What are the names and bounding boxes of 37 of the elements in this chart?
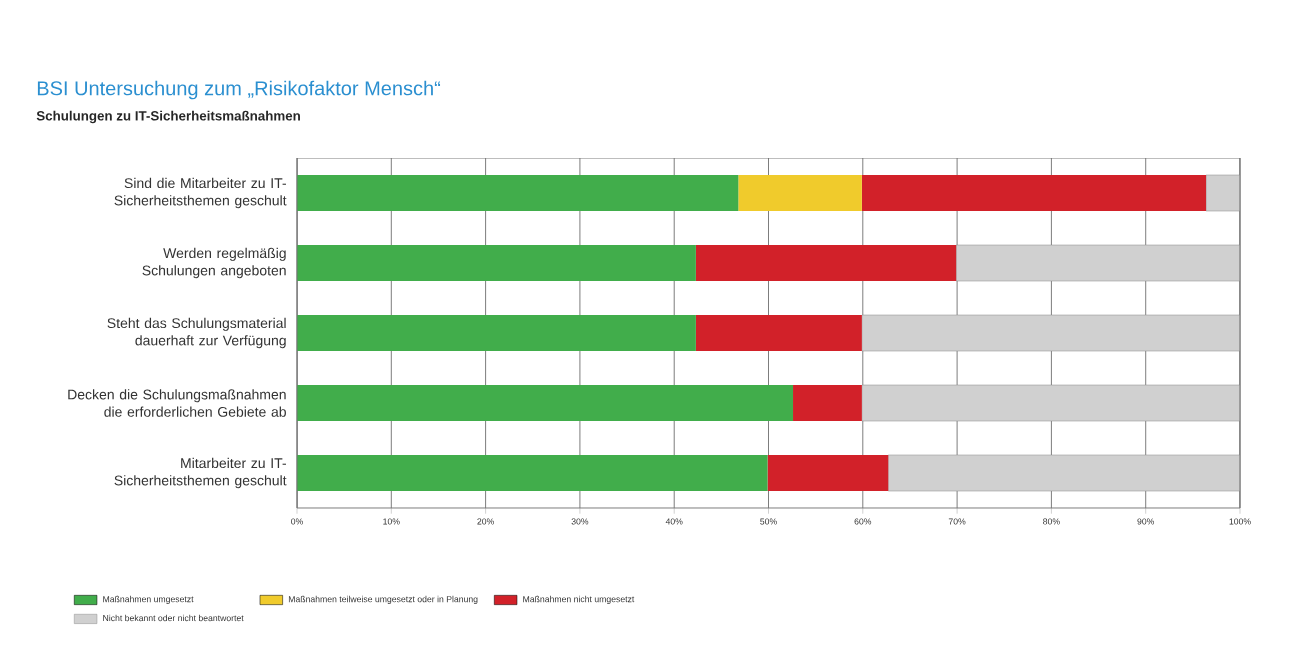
- bar: [297, 245, 696, 281]
- legend-label: Nicht bekannt oder nicht beantwortet: [103, 614, 244, 622]
- legend-label: Maßnahmen umgesetzt: [103, 595, 194, 604]
- legend-label: Maßnahmen teilweise umgesetzt oder in Planung: [288, 595, 478, 604]
- x-tick-label: 30%: [571, 518, 589, 525]
- x-tick-label: 10%: [383, 518, 400, 525]
- x-tick-label: 100%: [1229, 518, 1251, 525]
- legend-label: Maßnahmen nicht umgesetzt: [523, 595, 635, 604]
- x-tick-label: 40%: [665, 518, 683, 525]
- bar: [793, 385, 862, 421]
- bar: [297, 315, 696, 351]
- bar: [738, 175, 862, 211]
- bar: [887, 454, 1240, 492]
- bar: [861, 175, 1207, 211]
- x-tick-label: 50%: [760, 518, 777, 525]
- bar: [767, 455, 889, 491]
- x-tick-label: 80%: [1043, 518, 1060, 525]
- y-tick-label: Sind die Mitarbeiter zu IT-Sicherheitsthemen geschult: [114, 177, 287, 209]
- x-tick-label: 0%: [291, 518, 303, 525]
- x-tick-label: 90%: [1137, 518, 1155, 525]
- bar: [297, 175, 739, 211]
- y-tick-label: Steht das Schulungsmaterial dauerhaft zur Verfügung: [107, 317, 286, 349]
- bar: [297, 385, 794, 421]
- y-tick-label: Werden regelmäßig Schulungen angeboten: [142, 247, 286, 279]
- bar: [861, 314, 1240, 352]
- bar: [955, 244, 1240, 282]
- y-tick-label: Mitarbeiter zu IT-Sicherheitsthemen geschult: [114, 457, 287, 489]
- text: Schulungen zu IT-Sicherheitsmaßnahmen: [36, 110, 300, 124]
- bar: [695, 245, 957, 281]
- x-tick-label: 20%: [477, 518, 494, 525]
- bar: [861, 384, 1240, 422]
- bar: [695, 315, 862, 351]
- x-tick-label: 60%: [854, 518, 872, 525]
- x-tick-label: 70%: [948, 518, 966, 525]
- bar: [297, 455, 768, 491]
- y-tick-label: Decken die Schulungsmaßnahmen die erforderlichen Gebiete ab: [68, 389, 286, 417]
- chart-title: BSI Untersuchung zum „Risikofaktor Mensch“: [37, 80, 441, 100]
